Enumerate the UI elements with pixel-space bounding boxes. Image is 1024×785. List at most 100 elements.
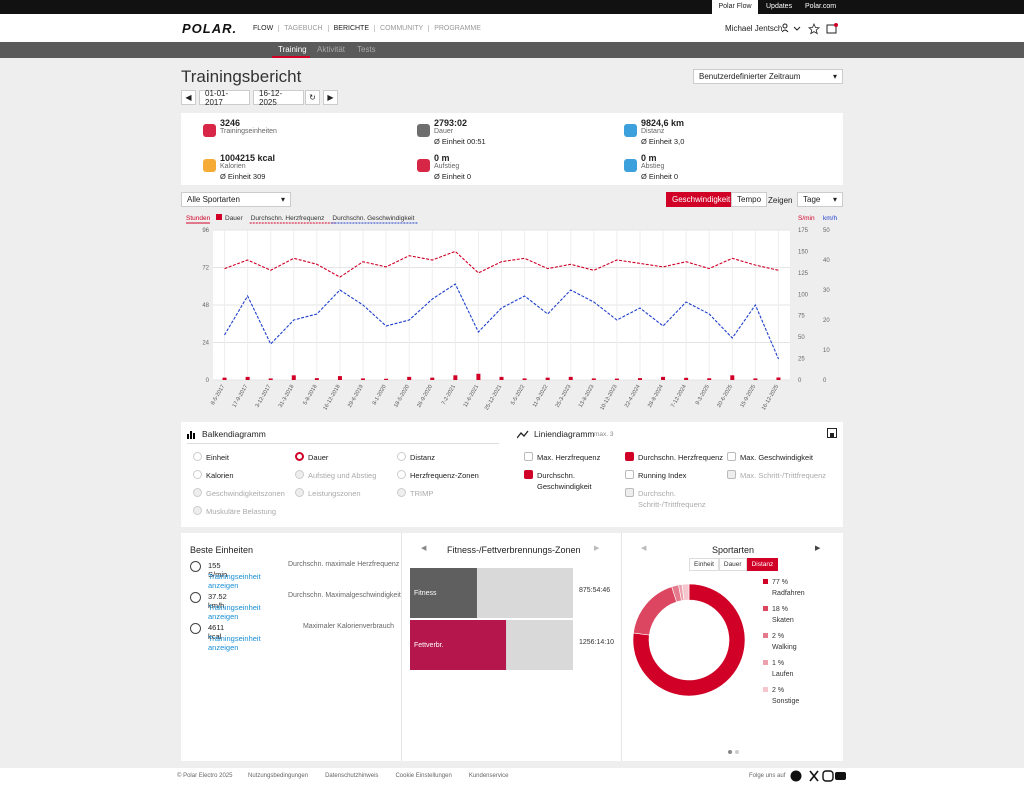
legend-label[interactable]: Durchschn. Geschwindigkeit	[332, 215, 414, 222]
header: POLAR. FLOW TAGEBUCH BERICHTE COMMUNITY PROG…	[0, 14, 1024, 42]
duration-bar	[522, 378, 527, 380]
summary-icon	[417, 159, 430, 172]
checkbox[interactable]	[625, 470, 634, 479]
sub-nav-link[interactable]: Aktivität	[317, 45, 346, 54]
range-dropdown[interactable]: Benutzerdefinierter Zeitraum ▾	[693, 69, 843, 84]
sport-share: 2 %	[772, 687, 784, 694]
date-from-text: 01-01-2017	[205, 88, 229, 107]
radio[interactable]	[397, 470, 406, 479]
summary-average: Ø Einheit 3,0	[641, 137, 685, 146]
radio[interactable]	[193, 452, 202, 461]
footer-link[interactable]: Cookie Einstellungen	[395, 773, 452, 779]
legend-label[interactable]: Dauer	[225, 215, 244, 222]
radio[interactable]	[193, 470, 202, 479]
radio[interactable]	[295, 452, 304, 461]
sub-nav-link[interactable]: Tests	[357, 45, 376, 54]
zone-value: 875:54:46	[579, 587, 610, 594]
top-link[interactable]: Polar Flow	[712, 0, 758, 14]
footer-link[interactable]: Nutzungsbedingungen	[248, 773, 309, 779]
save-icon[interactable]	[827, 428, 837, 438]
chart: 0 24 48 72 96 0 25 50 75 100 125 150 175 0 10 20 30 40 50 8…	[186, 214, 837, 411]
best-label: Maximaler Kalorienverbrauch	[302, 623, 394, 630]
summary-label: Abstieg	[641, 163, 665, 170]
y3-tick-label: 40	[823, 258, 830, 264]
x-tick-label: 20-6-2025	[716, 384, 734, 409]
best-icon	[190, 561, 201, 572]
best-value: 37.52 km/h	[208, 592, 227, 610]
y2-tick-label: 100	[798, 292, 809, 298]
duration-bar	[268, 378, 273, 380]
refresh-button[interactable]: ↻	[305, 90, 320, 105]
x-tick-label: 11-9-2022	[532, 384, 550, 408]
x-tick-label: 3-12-2017	[255, 384, 273, 409]
y3-tick-label: 20	[823, 318, 830, 324]
options-panel: Balkendiagramm Liniendiagramm max. 3 Ein…	[181, 422, 843, 527]
x-tick-label: 8-5-2017	[210, 384, 226, 406]
checkbox[interactable]	[625, 452, 634, 461]
nav-link[interactable]: PROGRAMME	[428, 25, 486, 32]
footer-link[interactable]: Datenschutzhinweis	[325, 773, 379, 779]
nav-link[interactable]: BERICHTE	[327, 25, 374, 32]
top-link[interactable]: Polar.com	[805, 3, 837, 10]
legend-label[interactable]: Durchschn. Herzfrequenz	[251, 215, 325, 222]
prev-button[interactable]: ◀	[181, 90, 196, 105]
checkbox-label: Max. Schritt-/Trittfrequenz	[740, 471, 826, 480]
nav-link[interactable]: COMMUNITY	[374, 25, 428, 32]
sport-dropdown[interactable]: Alle Sportarten ▾	[181, 192, 291, 207]
radio[interactable]	[397, 452, 406, 461]
checkbox	[625, 488, 634, 497]
mode-button[interactable]: Geschwindigkeit	[666, 192, 737, 207]
sport-name: Walking	[772, 644, 797, 651]
mode-button[interactable]: Tempo	[731, 192, 768, 207]
footer-link[interactable]: Kundenservice	[468, 773, 509, 779]
checkbox[interactable]	[727, 452, 736, 461]
mode-label: Geschwindigkeit	[672, 195, 731, 204]
user-name[interactable]: Michael Jentsch	[725, 24, 783, 33]
x-tick-label: 18-5-2020	[393, 384, 411, 409]
best-link[interactable]: Trainingseinheit anzeigen	[208, 572, 261, 590]
y2-tick-label: 25	[798, 357, 805, 363]
nav-link[interactable]: FLOW	[253, 25, 274, 32]
checkbox	[727, 470, 736, 479]
y2-tick-label: 175	[798, 228, 809, 234]
date-from[interactable]: 01-01-2017	[199, 88, 250, 107]
bar-icon	[187, 431, 195, 439]
next-arrow[interactable]: ▶	[815, 545, 821, 552]
divider	[621, 533, 622, 761]
next-button[interactable]: ▶	[323, 90, 338, 105]
duration-bar	[545, 377, 550, 380]
checkbox[interactable]	[524, 470, 533, 479]
sports-tab[interactable]: Distanz	[746, 558, 779, 571]
legend-swatch	[763, 660, 768, 665]
y2-tick-label: 150	[798, 249, 809, 255]
best-link[interactable]: Trainingseinheit anzeigen	[208, 603, 261, 621]
prev-arrow[interactable]: ◀	[641, 545, 647, 552]
summary-value: 9824,6 km	[641, 118, 685, 128]
next-arrow[interactable]: ▶	[594, 545, 600, 552]
x-tick-label: 7-2-2021	[441, 384, 457, 406]
period-dropdown[interactable]: Tage ▾	[797, 192, 843, 207]
nav-link[interactable]: TAGEBUCH	[278, 25, 327, 32]
duration-bar	[591, 378, 596, 380]
prev-arrow[interactable]: ◀	[421, 545, 427, 552]
checkbox-label: Durchschn. Schritt-/Trittfrequenz	[638, 489, 706, 509]
best-link[interactable]: Trainingseinheit anzeigen	[208, 634, 261, 652]
duration-bar	[314, 378, 319, 380]
y3-tick-label: 10	[823, 348, 830, 354]
top-link[interactable]: Updates	[766, 3, 793, 10]
top-bar: Polar Flow Updates Polar.com	[0, 0, 1024, 14]
y3-tick-label: 50	[823, 228, 830, 234]
sport-share: 18 %	[772, 606, 788, 613]
x-tick-label: 9-3-2025	[695, 384, 711, 406]
sports-tab[interactable]: Einheit	[689, 558, 719, 571]
legend-swatch	[216, 214, 222, 220]
logo[interactable]: POLAR.	[182, 21, 238, 36]
date-to[interactable]: 16-12-2025	[253, 89, 304, 107]
sub-nav-link[interactable]: Training	[278, 45, 307, 54]
sports-tabs: Einheit Dauer Distanz	[689, 558, 779, 571]
duration-bar	[637, 378, 642, 380]
sports-tab[interactable]: Dauer	[718, 558, 747, 571]
radio	[193, 506, 202, 515]
checkbox[interactable]	[524, 452, 533, 461]
x-tick-label: 5-8-2018	[302, 384, 318, 406]
